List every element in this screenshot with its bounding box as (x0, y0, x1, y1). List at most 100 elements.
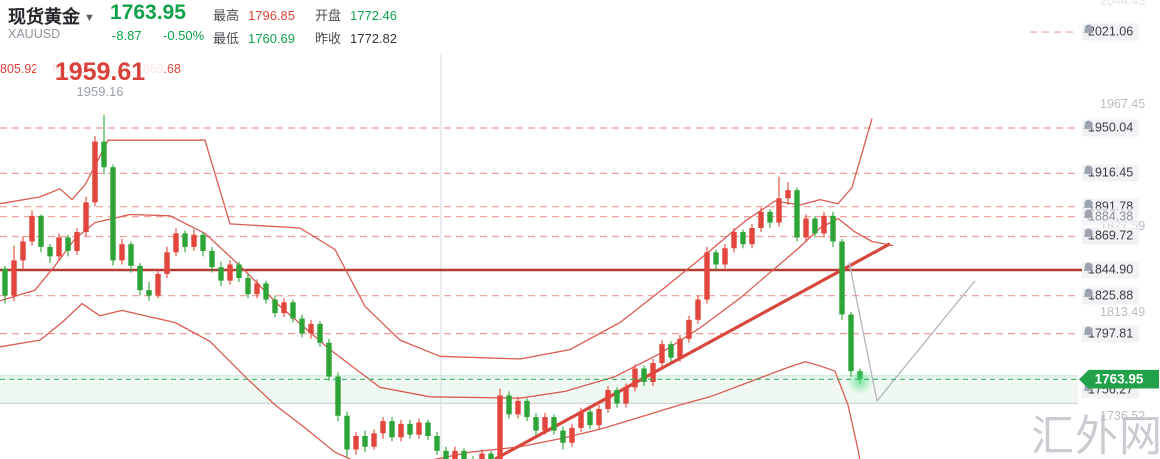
candle (830, 211, 836, 247)
candle (56, 233, 62, 261)
price-alert-label[interactable]: 1916.45 (1082, 164, 1140, 182)
price-alert-label[interactable]: 2021.06 (1082, 23, 1140, 41)
candle (362, 430, 368, 453)
price-alert-label[interactable]: 1884.38 (1082, 208, 1140, 226)
bell-icon (1083, 209, 1094, 220)
alert-price-lines (0, 31, 1078, 335)
candle (38, 214, 44, 253)
price-alert-label[interactable]: 1825.88 (1082, 287, 1140, 305)
stat-value: 1772.82 (350, 31, 398, 46)
candle (488, 450, 494, 459)
candle (578, 407, 584, 432)
candle (668, 341, 674, 362)
stat-low: 最低 1760.69 (213, 28, 295, 47)
candle (596, 404, 602, 430)
candle (551, 414, 557, 435)
candle (326, 338, 332, 381)
candle (461, 448, 467, 459)
candle (182, 230, 188, 253)
candle (29, 210, 35, 246)
candle (803, 214, 809, 242)
candle (308, 319, 314, 339)
candle (371, 429, 377, 450)
candle (20, 236, 26, 270)
candle (317, 321, 323, 347)
candle (776, 176, 782, 227)
trendline (494, 242, 891, 459)
symbol-selector[interactable]: 现货黄金 ▼ (8, 3, 95, 29)
candle (119, 238, 125, 265)
candle (416, 418, 422, 439)
current-price-badge: 1763.95 (1079, 369, 1159, 389)
candle (767, 209, 773, 228)
candle (398, 419, 404, 442)
candle (74, 227, 80, 256)
symbol-name: 现货黄金 (8, 7, 80, 27)
candle (137, 263, 143, 296)
candle (11, 245, 17, 301)
candle (155, 268, 161, 299)
candle (146, 282, 152, 301)
candle (209, 246, 215, 273)
candle (83, 196, 89, 237)
candle (497, 388, 503, 459)
alert-price-text: 1950.04 (1082, 119, 1140, 137)
candle (704, 246, 710, 304)
last-price: 1763.95 (110, 1, 186, 24)
alert-price-text: 1916.45 (1082, 164, 1140, 182)
candle (236, 261, 242, 283)
bell-icon (1083, 24, 1094, 35)
candle (515, 396, 521, 419)
candle (506, 391, 512, 419)
candle (443, 446, 449, 459)
stat-open: 开盘 1772.46 (315, 5, 397, 24)
price-alert-label[interactable]: 1950.04 (1082, 119, 1140, 137)
tooltip-price: 1959.61 (54, 58, 146, 86)
price-alert-label[interactable]: 1844.90 (1082, 261, 1140, 279)
alert-price-text: 1797.81 (1082, 325, 1140, 343)
stat-value: 1772.46 (350, 8, 398, 23)
candle (686, 315, 692, 343)
price-alert-label[interactable]: 1869.72 (1082, 227, 1140, 245)
candle (848, 311, 854, 377)
price-alert-label[interactable]: 1797.81 (1082, 325, 1140, 343)
gridlines (0, 53, 1078, 459)
candle (389, 417, 395, 442)
stat-label: 开盘 (315, 8, 342, 23)
chevron-down-icon: ▼ (84, 12, 95, 24)
alert-price-text: 1825.88 (1082, 287, 1140, 305)
bell-icon (1083, 229, 1094, 240)
peak-price-tooltip: 1959.61 1959.16 (36, 55, 164, 115)
candle (821, 211, 827, 238)
candle (353, 431, 359, 455)
candle (191, 229, 197, 251)
price-change-pct: -0.50% (163, 28, 205, 43)
candle (335, 372, 341, 422)
candle (281, 298, 287, 318)
candle (344, 411, 350, 458)
alert-price-text: 1884.38 (1082, 208, 1140, 226)
candle (218, 261, 224, 287)
candle (785, 182, 791, 206)
stat-label: 最高 (213, 8, 240, 23)
candle (794, 187, 800, 242)
current-price-line (0, 368, 1078, 395)
candle (650, 359, 656, 387)
axis-scale-label: 2044.43 (1100, 0, 1146, 8)
candle (65, 234, 71, 257)
candle (479, 449, 485, 459)
candle (587, 408, 593, 430)
candle (101, 115, 107, 174)
tooltip-pointer (92, 106, 108, 115)
stat-value: 1796.85 (248, 8, 296, 23)
stat-label: 最低 (213, 31, 240, 46)
candle (659, 340, 665, 368)
candle (623, 383, 629, 408)
candle (227, 260, 233, 285)
bell-icon (1083, 262, 1094, 273)
axis-scale-label: 1736.52 (1100, 409, 1146, 424)
site-watermark: 汇外网 (1031, 413, 1160, 459)
candle (2, 265, 8, 304)
